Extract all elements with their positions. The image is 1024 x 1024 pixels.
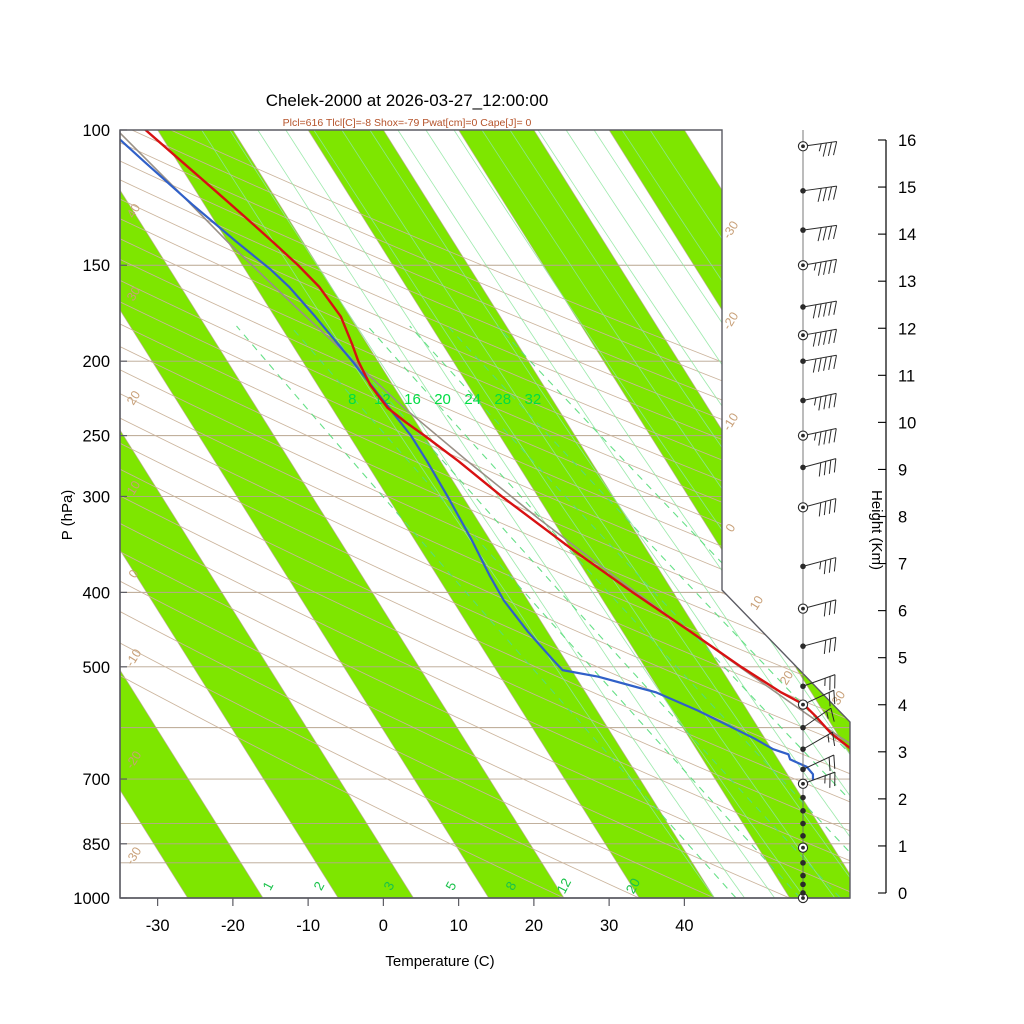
- height-tick-label: 0: [898, 885, 907, 903]
- temperature-tick-label: -20: [221, 917, 245, 935]
- mixing-ratio-label: 20: [623, 876, 643, 896]
- pressure-tick-label: 700: [82, 771, 110, 789]
- temperature-tick-label: 10: [449, 917, 467, 935]
- height-tick-label: 1: [898, 838, 907, 856]
- wind-level-marker: [800, 794, 806, 801]
- pressure-tick-label: 250: [82, 428, 110, 446]
- pressure-tick-label: 100: [82, 122, 110, 140]
- wind-level-marker: [800, 643, 806, 649]
- sounding-profiles: [120, 130, 850, 781]
- pressure-tick-label: 400: [82, 584, 110, 602]
- wind-level-marker: [800, 746, 806, 752]
- adiabat-label: 20: [777, 668, 796, 687]
- pressure-tick-label: 200: [82, 353, 110, 371]
- isotherm-label: 20: [434, 391, 451, 408]
- height-axis-label: Height (Km): [868, 490, 885, 570]
- pressure-tick-label: 300: [82, 488, 110, 506]
- height-tick-label: 2: [898, 791, 907, 809]
- wind-level-marker: [800, 820, 806, 827]
- temperature-tick-label: 30: [600, 917, 618, 935]
- temperature-tick-label: 40: [675, 917, 693, 935]
- wind-level-marker: [800, 833, 806, 839]
- height-tick-label: 10: [898, 414, 916, 432]
- mixing-ratio-gridlines: [236, 325, 850, 898]
- height-tick-label: 9: [898, 461, 907, 479]
- pressure-tick-label: 150: [82, 257, 110, 275]
- wind-level-marker: [800, 890, 806, 896]
- wind-level-marker: [800, 860, 806, 866]
- temperature-axis-label: Temperature (C): [385, 953, 494, 970]
- adiabat-label: 10: [747, 593, 766, 612]
- temperature-tick-label: 0: [379, 917, 388, 935]
- wind-level-marker: [800, 808, 806, 814]
- isobar-gridlines: [120, 130, 850, 898]
- height-tick-label: 14: [898, 226, 916, 244]
- dry-adiabat-gridlines: [120, 130, 850, 898]
- height-tick-label: 4: [898, 697, 907, 715]
- isotherm-label: 16: [404, 391, 421, 408]
- wind-level-marker: [800, 304, 806, 310]
- isotherm-label: 28: [494, 391, 511, 408]
- pressure-tick-label: 850: [82, 836, 110, 854]
- adiabat-label: 40: [124, 201, 143, 220]
- wind-level-marker: [800, 724, 806, 731]
- height-tick-label: 16: [898, 132, 916, 150]
- temperature-axis: -30 -20 -10 0 10 20 30 40: [120, 897, 850, 935]
- adiabat-label: 30: [124, 284, 143, 303]
- wind-level-marker: [800, 464, 806, 471]
- pressure-tick-label: 1000: [73, 890, 110, 908]
- temperature-tick-label: -10: [296, 917, 320, 935]
- wind-level-marker: [800, 227, 806, 233]
- adiabat-label: 20: [124, 388, 143, 407]
- wind-level-marker: [800, 358, 806, 364]
- wind-level-marker: [800, 563, 806, 570]
- profile-dewpoint: [120, 130, 815, 781]
- wind-level-marker: [800, 881, 806, 888]
- height-tick-label: 11: [898, 367, 915, 385]
- mixing-ratio-label: 12: [554, 876, 574, 896]
- pressure-tick-label: 500: [82, 659, 110, 677]
- isotherm-label: 32: [525, 391, 542, 408]
- pressure-axis-label: P (hPa): [59, 490, 76, 541]
- temperature-tick-label: 20: [525, 917, 543, 935]
- height-tick-label: 8: [898, 509, 907, 527]
- height-tick-label: 6: [898, 603, 907, 621]
- height-tick-label: 15: [898, 179, 916, 197]
- isotherm-label: 24: [464, 391, 481, 408]
- wind-level-marker: [800, 397, 806, 404]
- height-tick-label: 12: [898, 320, 916, 338]
- wind-level-marker: [800, 766, 806, 773]
- indices-subtitle: Plcl=616 Tlcl[C]=-8 Shox=-79 Pwat[cm]=0 …: [283, 117, 532, 129]
- wind-level-marker: [800, 872, 806, 879]
- isotherm-value-labels: 8 12 16 20 24 28 32: [348, 391, 541, 408]
- height-tick-label: 3: [898, 744, 907, 762]
- wind-level-marker: [800, 188, 806, 194]
- temperature-tick-label: -30: [146, 917, 170, 935]
- isotherm-label: 8: [348, 391, 356, 408]
- page-title: Chelek-2000 at 2026-03-27_12:00:00: [266, 91, 549, 110]
- height-tick-label: 7: [898, 556, 907, 574]
- wind-barb-panel: [797, 130, 838, 904]
- wind-level-marker: [800, 683, 806, 690]
- pressure-axis: 100 150 200 250 300 400 500 700 850 1000: [73, 122, 127, 908]
- height-tick-label: 13: [898, 273, 916, 291]
- profile-temperature: [144, 130, 850, 781]
- height-tick-label: 5: [898, 650, 907, 668]
- adiabat-label: 10: [124, 478, 143, 497]
